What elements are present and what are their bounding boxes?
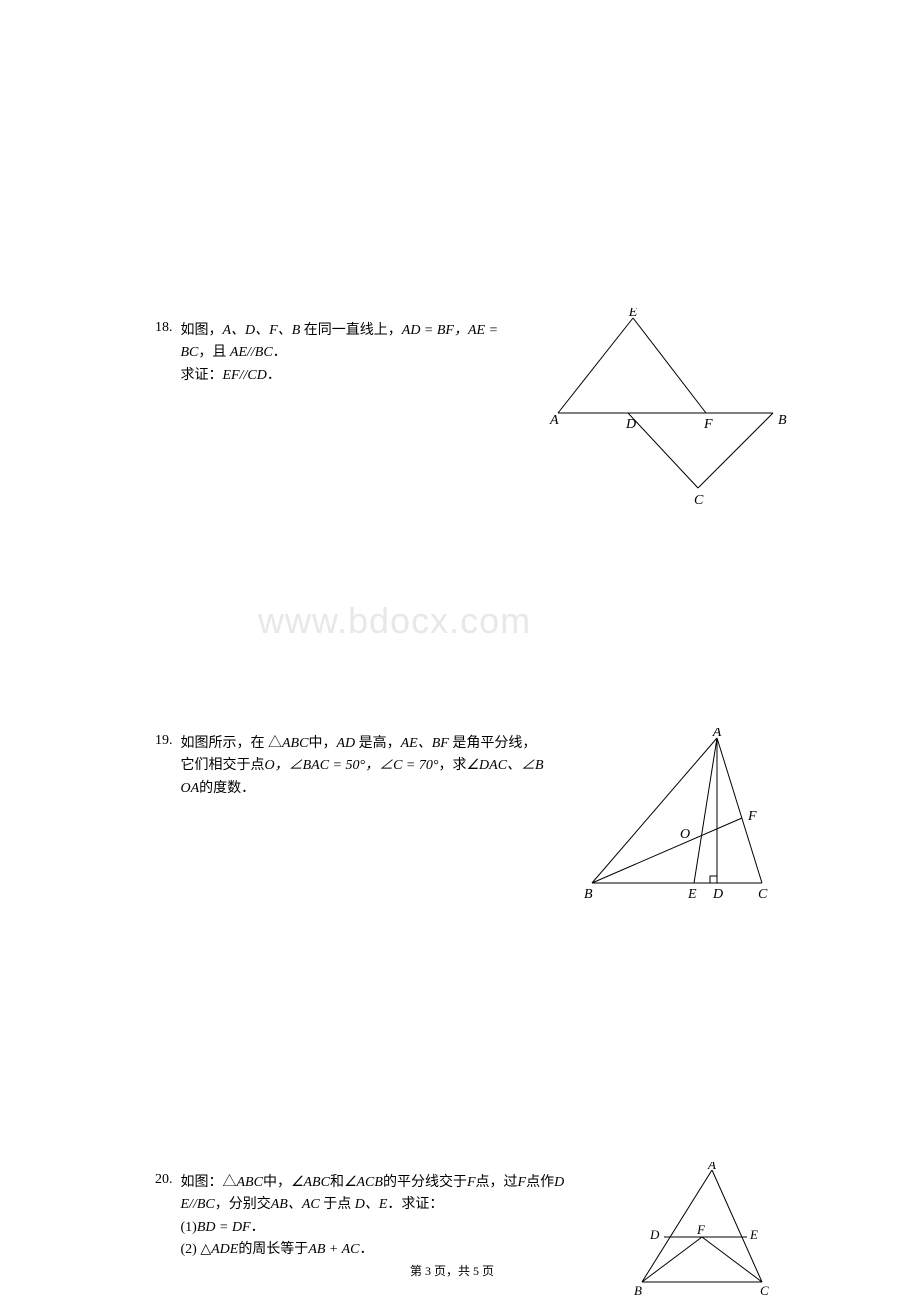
label-C19: C [758, 887, 768, 902]
problem-19: 19. 如图所示，在 △ABC中，AD 是高，AE、BF 是角平分线， 它们相交… [155, 733, 544, 800]
label-D: D [625, 417, 636, 432]
label-F: F [703, 417, 713, 432]
label-C: C [694, 493, 704, 508]
label-B19: B [584, 887, 593, 902]
problem-19-content: 如图所示，在 △ABC中，AD 是高，AE、BF 是角平分线， 它们相交于点O，… [181, 733, 544, 800]
problem-18-line1: 如图，A、D、F、B 在同一直线上，AD = BF，AE = [181, 320, 499, 342]
label-F20: F [696, 1222, 706, 1237]
problem-20-content: 如图：△ABC中，∠ABC和∠ACB的平分线交于F点，过F点作D E//BC，分… [181, 1172, 565, 1262]
label-F19: F [747, 809, 757, 824]
problem-number-20: 20. [155, 1172, 173, 1188]
problem-number-18: 18. [155, 320, 173, 336]
problem-number-19: 19. [155, 733, 173, 749]
label-C20: C [760, 1283, 769, 1297]
label-D20: D [649, 1227, 660, 1242]
label-E20: E [749, 1227, 758, 1242]
label-A20: A [707, 1162, 716, 1172]
watermark: www.bdocx.com [258, 600, 531, 642]
label-B20: B [634, 1283, 642, 1297]
problem-18: 18. 如图，A、D、F、B 在同一直线上，AD = BF，AE = BC，且 … [155, 320, 498, 387]
problem-20-line3: (1)BD = DF． [181, 1217, 565, 1239]
problem-20-line1: 如图：△ABC中，∠ABC和∠ACB的平分线交于F点，过F点作D [181, 1172, 565, 1194]
problem-20-line2: E//BC，分别交AB、AC 于点 D、E．求证： [181, 1194, 565, 1216]
diagram-20: A D F E B C [632, 1162, 782, 1297]
problem-18-content: 如图，A、D、F、B 在同一直线上，AD = BF，AE = BC，且 AE//… [181, 320, 499, 387]
diagram-18: E A D F B C [548, 308, 793, 508]
problem-20-line4: (2) △ADE的周长等于AB + AC． [181, 1239, 565, 1261]
problem-20: 20. 如图：△ABC中，∠ABC和∠ACB的平分线交于F点，过F点作D E//… [155, 1172, 564, 1262]
page-footer: 第 3 页，共 5 页 [410, 1262, 494, 1279]
label-E: E [628, 308, 638, 320]
problem-19-line2: 它们相交于点O，∠BAC = 50°，∠C = 70°，求∠DAC、∠B [181, 755, 544, 777]
label-D19: D [712, 887, 723, 902]
label-E19: E [687, 887, 697, 902]
label-O19: O [680, 827, 690, 842]
problem-18-line2: BC，且 AE//BC． [181, 342, 499, 364]
problem-19-line3: OA的度数． [181, 778, 544, 800]
label-A19: A [712, 728, 722, 740]
label-A: A [549, 413, 559, 428]
label-B: B [778, 413, 787, 428]
problem-19-line1: 如图所示，在 △ABC中，AD 是高，AE、BF 是角平分线， [181, 733, 544, 755]
problem-18-line3: 求证：EF//CD． [181, 365, 499, 387]
diagram-19: A B E D C F O [582, 728, 782, 903]
